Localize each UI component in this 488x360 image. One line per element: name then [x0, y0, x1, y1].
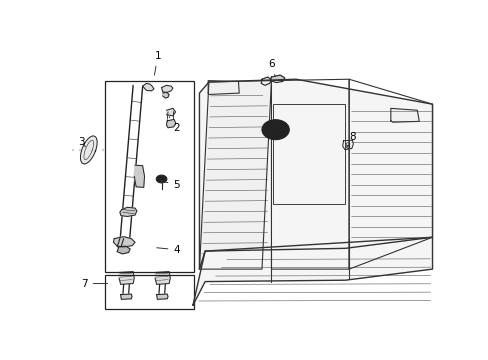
Text: 7: 7: [81, 279, 107, 288]
Polygon shape: [270, 75, 284, 82]
Polygon shape: [208, 81, 239, 94]
Polygon shape: [119, 271, 134, 284]
Text: 6: 6: [267, 59, 275, 76]
Bar: [273, 104, 345, 204]
Polygon shape: [166, 108, 175, 116]
Polygon shape: [163, 92, 169, 98]
Bar: [104, 275, 193, 309]
Polygon shape: [161, 85, 173, 93]
Circle shape: [159, 177, 163, 181]
Polygon shape: [390, 108, 418, 122]
Polygon shape: [142, 84, 154, 91]
Polygon shape: [113, 237, 135, 247]
Circle shape: [272, 127, 278, 132]
Polygon shape: [117, 246, 130, 254]
Polygon shape: [342, 140, 353, 150]
Bar: [104, 81, 193, 272]
Polygon shape: [261, 77, 271, 85]
Text: 4: 4: [157, 245, 180, 255]
Text: 8: 8: [346, 132, 356, 147]
Circle shape: [267, 124, 283, 135]
Polygon shape: [120, 207, 137, 216]
Polygon shape: [193, 237, 432, 305]
Polygon shape: [121, 294, 132, 299]
Text: 5: 5: [160, 180, 180, 190]
Text: 1: 1: [154, 51, 161, 75]
Text: 2: 2: [169, 117, 180, 133]
Circle shape: [156, 175, 166, 183]
Polygon shape: [134, 165, 144, 187]
Polygon shape: [199, 79, 432, 269]
Polygon shape: [166, 120, 176, 128]
Polygon shape: [155, 271, 170, 284]
Polygon shape: [156, 294, 168, 299]
Polygon shape: [81, 136, 97, 164]
Polygon shape: [199, 81, 271, 269]
Text: 3: 3: [79, 136, 85, 147]
Circle shape: [262, 120, 289, 140]
